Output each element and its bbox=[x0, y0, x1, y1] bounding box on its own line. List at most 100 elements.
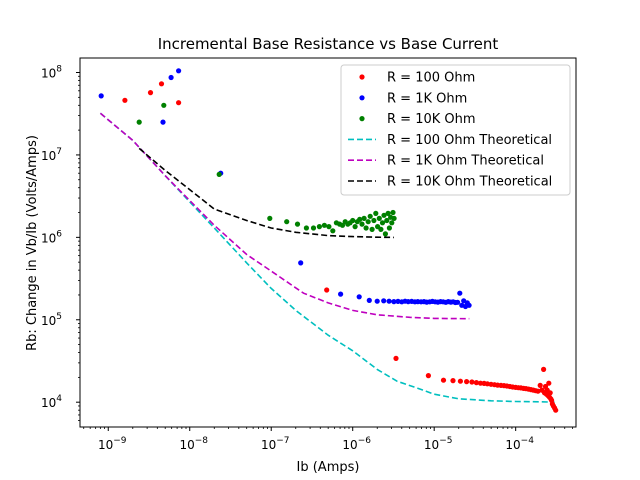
data-point bbox=[537, 382, 543, 388]
data-point bbox=[425, 373, 431, 379]
data-point bbox=[457, 290, 463, 296]
legend: R = 100 Ohm R = 1K Ohm R = 10K Ohm R = 100 … bbox=[340, 64, 571, 196]
data-point bbox=[339, 222, 346, 228]
legend-label: R = 100 Ohm bbox=[387, 71, 475, 86]
x-tick-label: 10−7 bbox=[261, 436, 290, 452]
data-point bbox=[303, 225, 309, 231]
data-point bbox=[379, 220, 386, 226]
legend-label: R = 1K Ohm Theoretical bbox=[387, 154, 544, 169]
data-point bbox=[374, 298, 380, 304]
y-tick-label: 108 bbox=[41, 65, 62, 81]
data-point bbox=[316, 224, 322, 230]
data-point bbox=[395, 298, 401, 304]
data-point bbox=[158, 81, 165, 87]
series-line-r-100-ohm-theoretical bbox=[99, 112, 555, 403]
legend-entry: R = 1K Ohm Theoretical bbox=[348, 154, 544, 169]
data-point bbox=[381, 298, 387, 304]
data-point bbox=[356, 294, 362, 300]
data-point bbox=[363, 225, 369, 231]
data-point bbox=[359, 221, 365, 227]
data-point bbox=[371, 217, 377, 224]
chart-title: Incremental Base Resistance vs Base Curr… bbox=[158, 35, 499, 53]
data-point bbox=[147, 90, 154, 96]
data-point bbox=[369, 226, 375, 232]
legend-label: R = 1K Ohm bbox=[387, 91, 467, 106]
data-point bbox=[450, 378, 456, 384]
data-point bbox=[553, 407, 559, 413]
data-point bbox=[386, 225, 392, 231]
legend-marker-swatch bbox=[359, 95, 365, 101]
data-point bbox=[324, 287, 330, 293]
ticks: 10−9 10−8 10−7 10−6 10−5 10−4 104 105 106 107 108 bbox=[41, 65, 574, 452]
series-markers-r-1k-ohm bbox=[98, 68, 472, 310]
data-point bbox=[136, 119, 142, 125]
legend-entry: R = 10K Ohm bbox=[359, 112, 476, 127]
data-point bbox=[367, 213, 373, 219]
x-tick-label: 10−8 bbox=[179, 436, 208, 452]
x-tick-label: 10−6 bbox=[342, 436, 371, 452]
legend-marker-swatch bbox=[359, 74, 365, 80]
legend-entry: R = 100 Ohm bbox=[359, 71, 475, 86]
y-tick-label: 105 bbox=[41, 312, 62, 328]
series-markers-r-10k-ohm bbox=[136, 102, 397, 237]
data-point bbox=[361, 215, 367, 221]
data-point bbox=[298, 260, 304, 266]
legend-marker-swatch bbox=[359, 116, 365, 122]
series-markers-r-100-ohm bbox=[122, 81, 559, 413]
x-tick-label: 10−4 bbox=[505, 436, 534, 452]
data-point bbox=[330, 228, 336, 234]
legend-entry: R = 1K Ohm bbox=[359, 91, 467, 106]
data-point bbox=[378, 226, 384, 232]
y-tick-label: 104 bbox=[41, 394, 62, 410]
data-point bbox=[357, 216, 363, 222]
data-point bbox=[98, 93, 104, 99]
data-point bbox=[176, 68, 182, 74]
data-point bbox=[326, 224, 332, 230]
data-point bbox=[390, 209, 396, 216]
series-line-r-10k-ohm-theoretical bbox=[138, 147, 394, 239]
data-point bbox=[473, 380, 479, 386]
y-axis-label: Rb: Change in Vb/Ib (Volts/Amps) bbox=[25, 135, 40, 351]
data-point bbox=[310, 225, 317, 231]
data-point bbox=[122, 97, 128, 103]
series-markers bbox=[98, 68, 559, 413]
data-point bbox=[391, 299, 397, 305]
series-line-r-1k-ohm-theoretical bbox=[99, 112, 470, 320]
legend-entry: R = 100 Ohm Theoretical bbox=[348, 133, 552, 148]
data-point bbox=[440, 377, 447, 383]
data-point bbox=[321, 222, 327, 228]
data-point bbox=[161, 102, 167, 108]
data-point bbox=[386, 298, 392, 304]
data-point bbox=[160, 119, 166, 125]
y-tick-label: 107 bbox=[41, 147, 62, 163]
data-point bbox=[455, 299, 461, 305]
data-point bbox=[294, 221, 301, 227]
x-axis-label: Ib (Amps) bbox=[297, 460, 360, 475]
data-point bbox=[382, 231, 388, 237]
data-point bbox=[535, 388, 541, 394]
data-point bbox=[168, 74, 174, 81]
data-point bbox=[350, 217, 356, 224]
data-point bbox=[541, 366, 547, 372]
plot-frame bbox=[79, 57, 577, 428]
data-point bbox=[464, 379, 470, 385]
data-point bbox=[376, 215, 382, 221]
data-point bbox=[469, 379, 475, 385]
data-point bbox=[338, 291, 344, 297]
data-point bbox=[546, 380, 552, 386]
x-tick-label: 10−5 bbox=[424, 436, 453, 452]
data-point bbox=[385, 210, 391, 216]
data-point bbox=[466, 302, 472, 308]
data-point bbox=[389, 220, 395, 226]
data-point bbox=[457, 378, 463, 384]
data-point bbox=[284, 219, 290, 225]
y-tick-label: 106 bbox=[41, 229, 62, 245]
data-point bbox=[384, 217, 390, 224]
data-point bbox=[366, 297, 372, 303]
legend-label: R = 10K Ohm Theoretical bbox=[387, 175, 552, 190]
legend-label: R = 100 Ohm Theoretical bbox=[387, 133, 552, 148]
legend-label: R = 10K Ohm bbox=[387, 112, 476, 127]
data-point bbox=[373, 210, 379, 216]
legend-entry: R = 10K Ohm Theoretical bbox=[348, 175, 552, 190]
